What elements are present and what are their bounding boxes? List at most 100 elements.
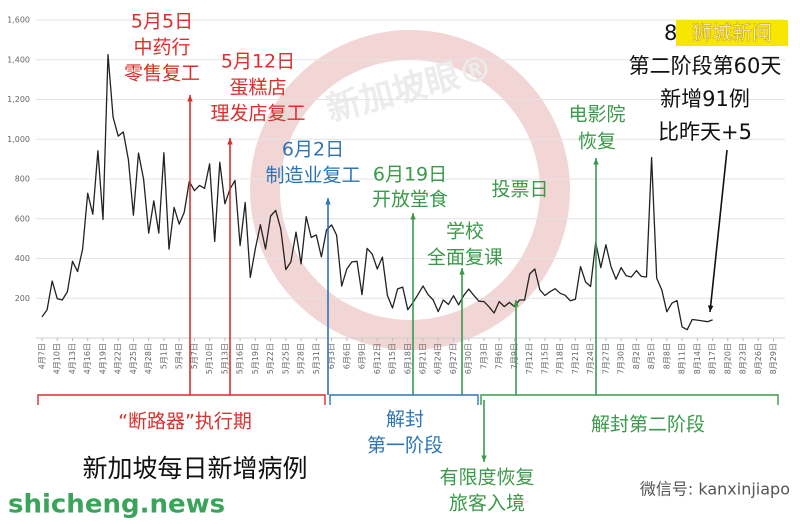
annotation: 第二阶段第60天 (629, 54, 782, 78)
x-tick-label: 6月3日 (327, 343, 336, 369)
x-tick-label: 4月13日 (68, 343, 77, 374)
annotation: 有限度恢复 (439, 467, 534, 489)
x-tick-label: 5月10日 (205, 343, 214, 374)
data-line (41, 53, 713, 331)
x-tick-label: 5月16日 (236, 343, 245, 374)
annotation: 零售复工 (124, 63, 200, 85)
watermark: 狮城新闻 (692, 21, 772, 45)
y-tick-label: 600 (15, 214, 30, 223)
arrow-head (187, 95, 193, 102)
x-tick-label: 7月18日 (556, 343, 565, 374)
x-tick-label: 6月21日 (419, 343, 428, 374)
annotation: 学校 (446, 221, 484, 243)
annotation: 5月5日 (131, 11, 193, 33)
bracket (329, 394, 479, 405)
x-tick-label: 4月22日 (114, 343, 123, 374)
x-tick-label: 6月24日 (434, 343, 443, 374)
arrow-head (593, 158, 599, 165)
x-tick-label: 5月31日 (312, 343, 321, 374)
annotation: 5月12日 (221, 51, 295, 73)
x-tick-label: 4月7日 (38, 343, 47, 369)
y-tick-label: 200 (15, 294, 30, 303)
x-tick-label: 7月27日 (601, 343, 610, 374)
annotation: 恢复 (578, 131, 616, 153)
chart-title: 新加坡每日新增病例 (82, 454, 307, 483)
annotation: 理发店复工 (210, 103, 305, 125)
x-tick-label: 6月12日 (373, 343, 382, 374)
y-tick-label: 1,200 (7, 95, 30, 104)
x-tick-label: 8月14日 (693, 343, 702, 374)
bracket (480, 394, 779, 405)
x-tick-label: 8月2日 (632, 343, 641, 369)
y-tick-label: 400 (15, 254, 30, 263)
x-tick-label: 7月3日 (479, 343, 488, 369)
x-tick-label: 5月25日 (281, 343, 290, 374)
annotation: “断路器”执行期 (118, 411, 252, 433)
annotation: 6月19日 (373, 164, 447, 186)
x-tick-label: 7月9日 (510, 343, 519, 369)
x-tick-label: 4月10日 (53, 343, 62, 374)
x-tick-label: 7月15日 (540, 343, 549, 374)
annotation: 蛋糕店 (229, 77, 286, 99)
x-tick-label: 8月5日 (647, 343, 656, 369)
x-tick-label: 6月30日 (464, 343, 473, 374)
annotation: 解封第二阶段 (591, 414, 705, 436)
annotation: 制造业复工 (265, 165, 360, 187)
y-tick-label: 1,600 (7, 16, 30, 25)
annotation: 开放堂食 (372, 189, 448, 211)
arrow-head (481, 455, 487, 462)
x-tick-label: 4月16日 (83, 343, 92, 374)
x-tick-label: 7月12日 (525, 343, 534, 374)
x-tick-label: 7月21日 (571, 343, 580, 374)
annotation: 第一阶段 (367, 435, 443, 457)
annotation: 中药行 (133, 37, 190, 59)
x-tick-label: 6月15日 (388, 343, 397, 374)
x-tick-label: 4月19日 (98, 343, 107, 374)
x-tick-label: 8月20日 (723, 343, 732, 374)
y-tick-label: 1,000 (7, 135, 30, 144)
x-tick-label: 5月13日 (220, 343, 229, 374)
x-tick-label: 6月6日 (342, 343, 351, 369)
x-tick-label: 8月11日 (678, 343, 687, 374)
x-tick-label: 8月23日 (739, 343, 748, 374)
x-tick-label: 8月29日 (769, 343, 778, 374)
x-tick-label: 5月22日 (266, 343, 275, 374)
x-tick-label: 5月1日 (159, 343, 168, 369)
annotation: 全面复课 (427, 247, 503, 269)
arrow-head (325, 198, 331, 205)
watermark-ring (250, 30, 570, 350)
x-tick-label: 6月18日 (403, 343, 412, 374)
watermark: shicheng.news (8, 490, 225, 520)
x-tick-label: 6月27日 (449, 343, 458, 374)
x-tick-label: 7月24日 (586, 343, 595, 374)
arrow-line (709, 149, 728, 313)
x-tick-label: 4月25日 (129, 343, 138, 374)
annotation: 解封 (386, 409, 424, 431)
x-tick-label: 5月4日 (175, 343, 184, 369)
x-tick-label: 5月19日 (251, 343, 260, 374)
annotation: 投票日 (491, 179, 548, 201)
annotation: 旅客入境 (449, 493, 525, 515)
x-tick-label: 6月9日 (358, 343, 367, 369)
y-tick-label: 800 (15, 175, 30, 184)
arrow-head (410, 213, 416, 220)
bracket (37, 394, 326, 405)
x-tick-label: 7月6日 (495, 343, 504, 369)
annotation: 比昨天+5 (658, 120, 752, 144)
x-tick-label: 7月30日 (617, 343, 626, 374)
annotation: 新增91例 (660, 87, 750, 111)
x-tick-label: 8月17日 (708, 343, 717, 374)
x-tick-label: 4月28日 (144, 343, 153, 374)
watermark-bg (676, 20, 788, 46)
arrow-head (707, 305, 714, 312)
x-tick-label: 8月26日 (754, 343, 763, 374)
annotation: 6月2日 (282, 139, 344, 161)
arrow-head (459, 268, 465, 275)
watermark: 微信号: kanxinjiapo (640, 480, 790, 499)
y-tick-label: 1,400 (7, 55, 30, 64)
x-tick-label: 5月7日 (190, 343, 199, 369)
arrow-head (227, 138, 233, 145)
arrow-head (513, 300, 519, 307)
